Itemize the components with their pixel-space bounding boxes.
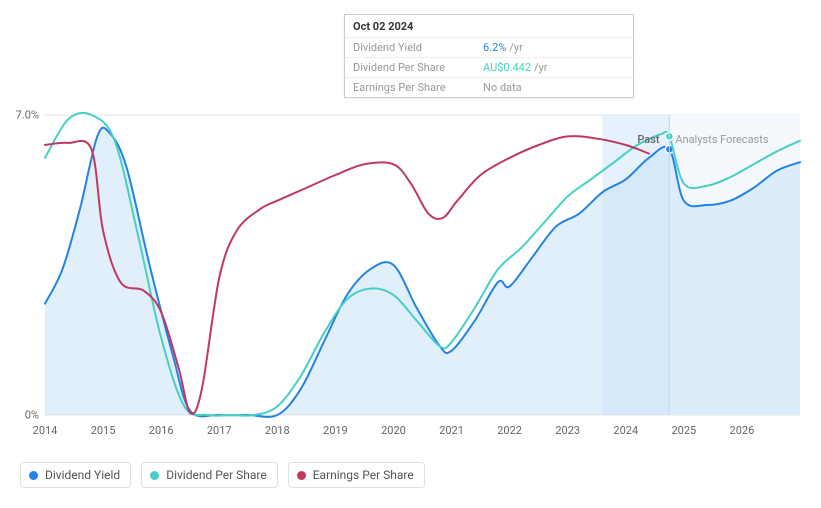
x-tick: 2024 bbox=[613, 424, 638, 437]
forecast-label: Analysts Forecasts bbox=[675, 133, 768, 146]
legend-swatch bbox=[29, 471, 38, 480]
legend-swatch bbox=[297, 471, 306, 480]
tooltip-row-value: No data bbox=[483, 81, 625, 94]
legend-item[interactable]: Dividend Per Share bbox=[141, 462, 278, 488]
x-tick: 2019 bbox=[323, 424, 348, 437]
legend-swatch bbox=[150, 471, 159, 480]
tooltip-row-unit: /yr bbox=[509, 41, 522, 54]
legend-label: Dividend Per Share bbox=[166, 468, 267, 482]
legend-label: Earnings Per Share bbox=[313, 468, 414, 482]
x-tick: 2017 bbox=[207, 424, 232, 437]
x-tick: 2018 bbox=[265, 424, 290, 437]
x-tick: 2015 bbox=[91, 424, 116, 437]
x-tick: 2014 bbox=[33, 424, 58, 437]
x-tick: 2020 bbox=[381, 424, 406, 437]
past-label: Past bbox=[637, 133, 659, 146]
tooltip-row-label: Dividend Per Share bbox=[353, 61, 483, 74]
tooltip-row-label: Earnings Per Share bbox=[353, 81, 483, 94]
tooltip-row: Dividend Yield6.2%/yr bbox=[345, 37, 633, 57]
legend-item[interactable]: Earnings Per Share bbox=[288, 462, 425, 488]
y-tick-min: 0% bbox=[25, 409, 39, 422]
legend: Dividend Yield Dividend Per Share Earnings… bbox=[20, 462, 425, 488]
tooltip-date: Oct 02 2024 bbox=[345, 15, 633, 37]
x-tick: 2016 bbox=[149, 424, 174, 437]
x-tick: 2026 bbox=[730, 424, 755, 437]
x-tick: 2025 bbox=[671, 424, 696, 437]
tooltip-row-value: 6.2%/yr bbox=[483, 41, 625, 54]
x-tick: 2023 bbox=[555, 424, 580, 437]
tooltip-row-value: AU$0.442/yr bbox=[483, 61, 625, 74]
tooltip-row: Earnings Per ShareNo data bbox=[345, 77, 633, 97]
x-axis: 2014201520162017201820192020202120222023… bbox=[45, 422, 800, 442]
x-tick: 2022 bbox=[497, 424, 522, 437]
tooltip-row-label: Dividend Yield bbox=[353, 41, 483, 54]
tooltip-row: Dividend Per ShareAU$0.442/yr bbox=[345, 57, 633, 77]
legend-label: Dividend Yield bbox=[45, 468, 120, 482]
plot-area[interactable]: 7.0% 0% Past Analysts Forecasts bbox=[45, 115, 800, 415]
hover-tooltip: Oct 02 2024 Dividend Yield6.2%/yrDividen… bbox=[344, 14, 634, 98]
y-tick-max: 7.0% bbox=[16, 109, 39, 122]
chart-container: 7.0% 0% Past Analysts Forecasts 2014 2015… bbox=[10, 10, 811, 498]
tooltip-row-unit: /yr bbox=[534, 61, 547, 74]
x-tick: 2021 bbox=[439, 424, 464, 437]
legend-item[interactable]: Dividend Yield bbox=[20, 462, 131, 488]
